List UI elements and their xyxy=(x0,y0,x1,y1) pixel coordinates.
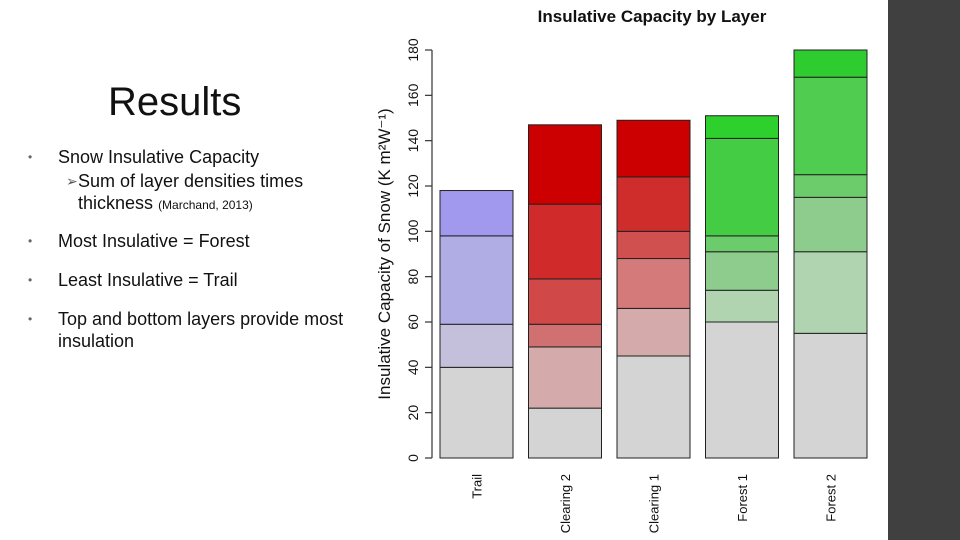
x-category-label: Clearing 2 xyxy=(558,474,573,533)
bar-segment xyxy=(528,407,602,459)
sub-bullet-text: Sum of layer densities times thickness xyxy=(78,171,304,213)
y-tick-label: 180 xyxy=(405,38,421,62)
bar-segment xyxy=(793,76,868,176)
bar-segment xyxy=(705,321,779,459)
bar-segment xyxy=(616,176,691,232)
slide-title: Results xyxy=(108,80,242,124)
bar-segment xyxy=(705,235,779,253)
bullet-list: • Snow Insulative Capacity ➢ Sum of laye… xyxy=(28,146,358,369)
x-category-label: Forest 1 xyxy=(735,474,750,522)
x-category-label: Trail xyxy=(470,474,485,499)
x-category-label: Clearing 1 xyxy=(647,474,662,533)
x-category-label: Forest 2 xyxy=(824,474,839,522)
y-axis-label: Insulative Capacity of Snow (K m²W⁻¹) xyxy=(375,108,394,399)
bar-segment xyxy=(793,251,868,334)
bullet-dot-icon: • xyxy=(28,312,33,326)
chart-title: Insulative Capacity by Layer xyxy=(538,7,767,26)
bullet-text: Top and bottom layers provide most insul… xyxy=(58,309,344,351)
y-tick-label: 80 xyxy=(405,269,421,285)
bar-segment xyxy=(616,119,691,178)
bar-segment xyxy=(439,366,514,459)
bar-segment xyxy=(528,323,602,348)
bar-segment xyxy=(705,137,779,237)
bar-segment xyxy=(793,49,868,78)
bar-segment xyxy=(528,124,602,205)
y-tick-label: 120 xyxy=(405,174,421,198)
bar-segment xyxy=(793,196,868,253)
bar-segment xyxy=(793,332,868,459)
bullet-item: • Most Insulative = Forest xyxy=(28,230,358,252)
bar-segment xyxy=(793,174,868,198)
bullet-dot-icon: • xyxy=(28,150,33,164)
bar-segment xyxy=(439,323,514,368)
sub-bullet-item: ➢ Sum of layer densities times thickness… xyxy=(28,170,358,216)
bar-segment xyxy=(439,190,514,237)
bar-segment xyxy=(616,355,691,459)
bar-segment xyxy=(528,203,602,280)
bullet-item: • Snow Insulative Capacity xyxy=(28,146,358,168)
bar-segment xyxy=(528,278,602,325)
stacked-bar-chart: Insulative Capacity by Layer Insulative C… xyxy=(375,7,868,533)
bullet-text: Most Insulative = Forest xyxy=(58,231,250,251)
y-tick-label: 160 xyxy=(405,83,421,107)
bar-segment xyxy=(616,230,691,260)
bullet-item: • Top and bottom layers provide most ins… xyxy=(28,308,358,352)
bar-segment xyxy=(705,115,779,139)
right-side-band xyxy=(888,0,960,540)
y-tick-label: 40 xyxy=(405,359,421,375)
bullet-item: • Least Insulative = Trail xyxy=(28,269,358,291)
y-tick-label: 140 xyxy=(405,129,421,153)
bullet-dot-icon: • xyxy=(28,273,33,287)
y-tick-label: 20 xyxy=(405,405,421,421)
y-tick-label: 0 xyxy=(405,454,421,462)
sub-bullet-arrow-icon: ➢ xyxy=(66,173,78,189)
bullet-text: Least Insulative = Trail xyxy=(58,270,238,290)
y-tick-label: 60 xyxy=(405,314,421,330)
bullet-text: Snow Insulative Capacity xyxy=(58,147,260,167)
citation: (Marchand, 2013) xyxy=(158,198,253,212)
bullet-dot-icon: • xyxy=(28,234,33,248)
bar-segment xyxy=(705,289,779,323)
bar-segment xyxy=(528,346,602,409)
bar-segment xyxy=(616,258,691,309)
y-tick-label: 100 xyxy=(405,219,421,243)
bar-segment xyxy=(705,251,779,291)
bar-segment xyxy=(616,307,691,357)
bar-segment xyxy=(439,235,514,325)
